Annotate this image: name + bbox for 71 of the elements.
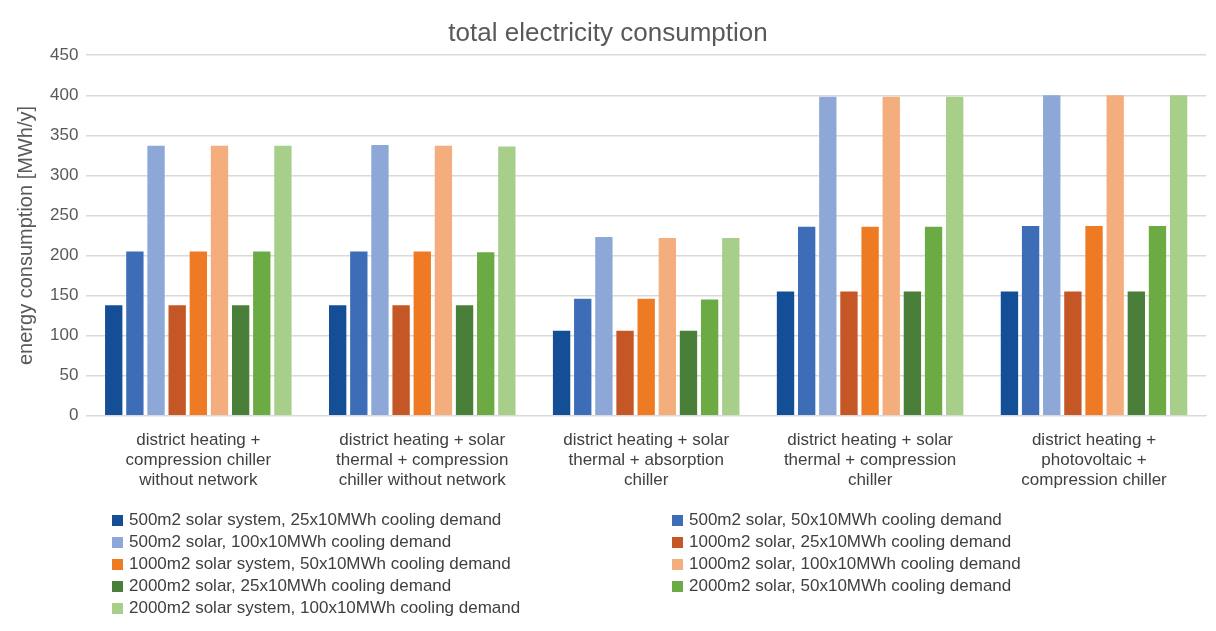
bar <box>595 237 613 416</box>
y-tick-label: 300 <box>49 165 79 185</box>
x-tick-label: district heating + solar thermal + compression chiller <box>783 429 957 490</box>
bar <box>924 226 943 416</box>
legend-label: 1000m2 solar, 100x10MWh cooling demand <box>688 554 1022 574</box>
bar <box>413 251 431 416</box>
bar <box>637 298 655 416</box>
bar <box>434 145 453 416</box>
bar <box>1169 95 1188 416</box>
bar <box>477 252 495 416</box>
y-tick-label: 450 <box>49 44 79 64</box>
bar <box>882 96 900 416</box>
legend-label: 2000m2 solar, 50x10MWh cooling demand <box>688 576 1013 596</box>
legend-label: 2000m2 solar, 25x10MWh cooling demand <box>128 576 453 596</box>
y-tick-label: 400 <box>49 84 79 104</box>
y-tick-label: 250 <box>49 205 79 225</box>
bar <box>776 291 795 416</box>
bar <box>371 144 389 416</box>
bar <box>105 305 123 416</box>
bar <box>126 251 144 416</box>
legend-label: 500m2 solar, 50x10MWh cooling demand <box>688 510 1003 530</box>
bar <box>658 237 676 416</box>
bar <box>700 299 719 416</box>
bar <box>840 291 858 416</box>
bar <box>1021 225 1040 416</box>
bar <box>189 251 207 416</box>
bar <box>861 226 879 416</box>
bar <box>1106 95 1124 416</box>
y-tick-label: 350 <box>49 125 79 145</box>
legend-label: 2000m2 solar system, 100x10MWh cooling demand <box>128 598 522 618</box>
bar <box>392 305 410 416</box>
chart-title: total electricity consumption <box>448 16 768 47</box>
bar <box>274 145 292 416</box>
x-tick-label: district heating + solar thermal + compression chiller without network <box>336 429 509 490</box>
y-tick-label: 100 <box>49 325 79 345</box>
y-tick-label: 200 <box>49 245 79 265</box>
bar <box>552 330 571 416</box>
bar <box>210 145 229 416</box>
legend-label: 1000m2 solar, 25x10MWh cooling demand <box>688 532 1013 552</box>
bar <box>819 96 837 416</box>
bar <box>350 251 368 416</box>
bar <box>797 226 816 416</box>
x-tick-label: district heating + solar thermal + absorption chiller <box>563 429 730 490</box>
bar <box>679 330 698 416</box>
legend-label: 1000m2 solar system, 50x10MWh cooling demand <box>128 554 512 574</box>
bar <box>147 145 165 416</box>
x-tick-label: district heating + photovoltaic + compression chiller <box>1021 429 1168 490</box>
bar <box>1043 95 1061 416</box>
bar <box>903 291 922 416</box>
y-tick-label: 150 <box>49 285 79 305</box>
bar <box>574 298 592 416</box>
bar <box>946 96 964 416</box>
y-tick-label: 50 <box>59 365 79 385</box>
bar <box>168 305 186 416</box>
x-tick-label: district heating + compression chiller without network <box>125 429 272 490</box>
bar <box>1085 225 1103 416</box>
legend-label: 500m2 solar, 100x10MWh cooling demand <box>128 532 453 552</box>
y-tick-label: 0 <box>68 405 79 425</box>
bar <box>1127 291 1146 416</box>
bar <box>616 330 634 416</box>
bar <box>253 251 271 416</box>
bar <box>455 305 474 416</box>
bar <box>231 305 250 416</box>
y-axis-title: energy consumption [MWh/y] <box>13 106 36 365</box>
legend-label: 500m2 solar system, 25x10MWh cooling demand <box>128 510 503 530</box>
bar <box>498 146 516 416</box>
bar <box>1000 291 1019 416</box>
bar <box>328 305 347 416</box>
bar <box>1148 225 1167 416</box>
bar <box>722 237 740 416</box>
bar <box>1064 291 1082 416</box>
